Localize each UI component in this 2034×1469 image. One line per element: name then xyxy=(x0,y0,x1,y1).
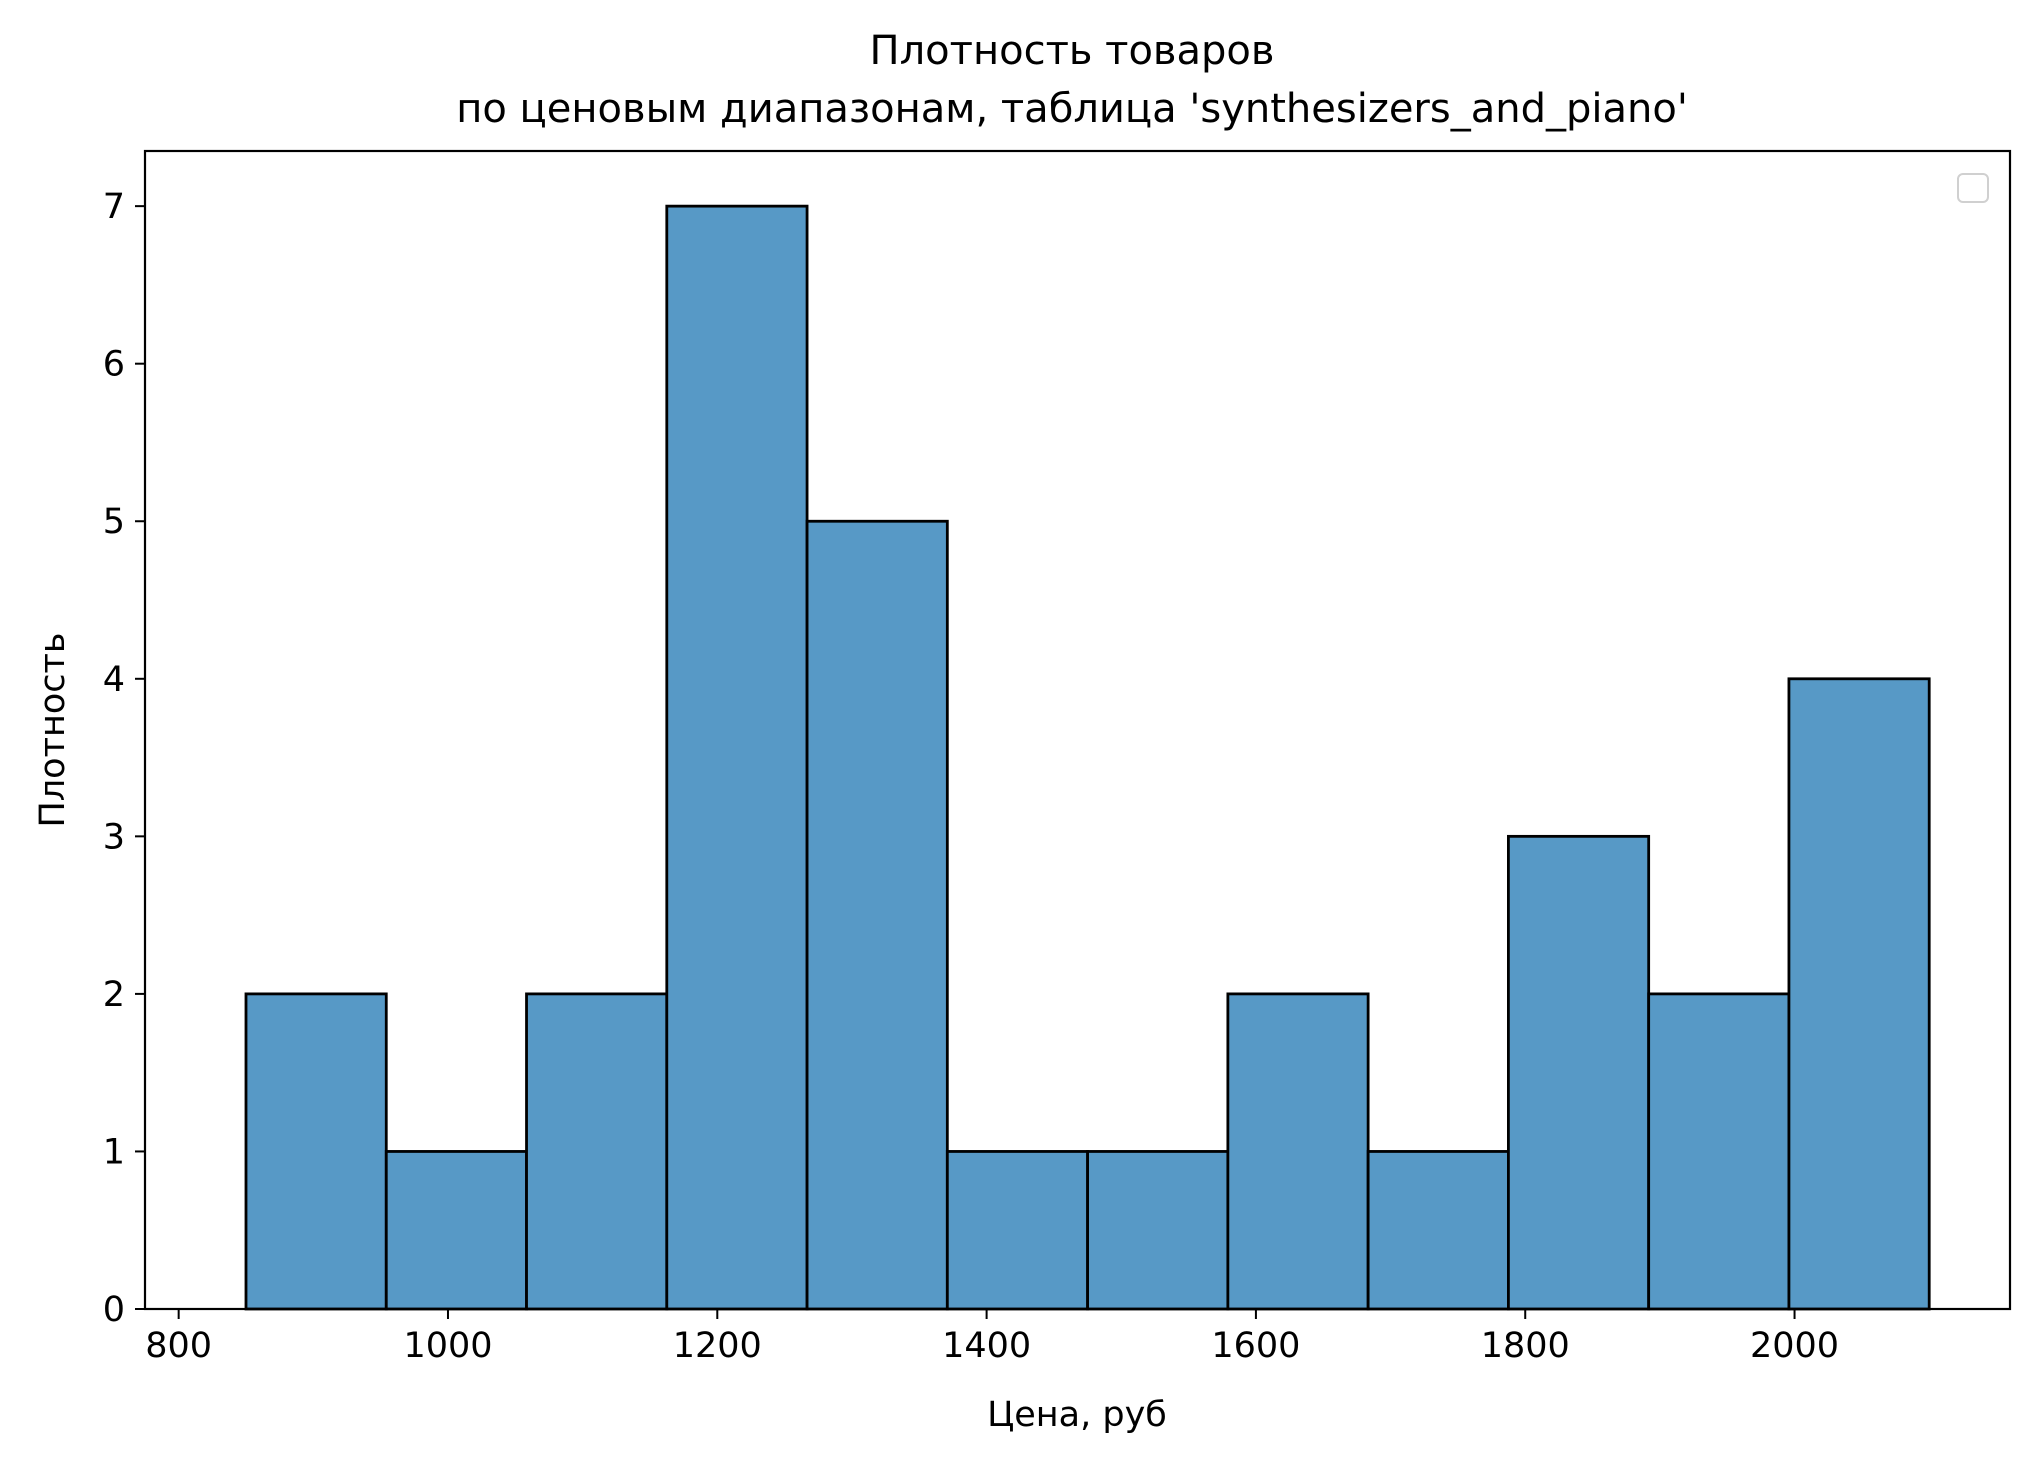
histogram-bar-7 xyxy=(1086,1150,1230,1311)
x-tick-label: 1200 xyxy=(673,1326,762,1366)
histogram-bar-11 xyxy=(1647,992,1791,1311)
chart-title-line-2: по ценовым диапазонам, таблица 'synthesi… xyxy=(456,86,1688,132)
y-axis-label: Плотность xyxy=(33,632,73,827)
plot-area-frame xyxy=(143,149,2012,1311)
y-tick-label: 2 xyxy=(103,975,125,1015)
histogram-bar-12 xyxy=(1787,677,1931,1311)
x-tick-label: 2000 xyxy=(1750,1326,1839,1366)
x-tick-label: 1600 xyxy=(1211,1326,1300,1366)
y-tick-label: 7 xyxy=(103,187,125,227)
x-tick-label: 800 xyxy=(145,1326,212,1366)
x-tick-label: 1800 xyxy=(1481,1326,1570,1366)
y-tick-label: 6 xyxy=(103,345,125,385)
histogram-bar-1 xyxy=(244,992,388,1311)
y-axis-ticks: 0 1 2 3 4 5 6 7 xyxy=(103,187,145,1330)
chart-title: Плотность товаров по ценовым диапазонам,… xyxy=(456,28,1688,132)
histogram-bar-9 xyxy=(1366,1150,1510,1311)
y-tick-label: 4 xyxy=(103,660,125,700)
histogram-bar-10 xyxy=(1507,834,1651,1311)
histogram-bar-8 xyxy=(1226,992,1370,1311)
chart-title-line-1: Плотность товаров xyxy=(870,28,1275,74)
x-axis-ticks: 800 1000 1200 1400 1600 1800 2000 xyxy=(145,1309,1839,1366)
x-axis-label: Цена, руб xyxy=(987,1395,1167,1435)
histogram-bar-4 xyxy=(665,204,809,1311)
x-tick-label: 1000 xyxy=(403,1326,492,1366)
histogram-bar-3 xyxy=(525,992,669,1311)
histogram-bars xyxy=(244,204,1931,1311)
y-tick-label: 0 xyxy=(103,1290,125,1330)
y-tick-label: 1 xyxy=(103,1132,125,1172)
x-tick-label: 1400 xyxy=(942,1326,1031,1366)
y-tick-label: 3 xyxy=(103,817,125,857)
legend-box xyxy=(1957,173,1989,203)
y-tick-label: 5 xyxy=(103,502,125,542)
histogram-bar-5 xyxy=(805,519,949,1311)
histogram-bar-6 xyxy=(945,1150,1089,1311)
histogram-bar-2 xyxy=(384,1150,528,1311)
